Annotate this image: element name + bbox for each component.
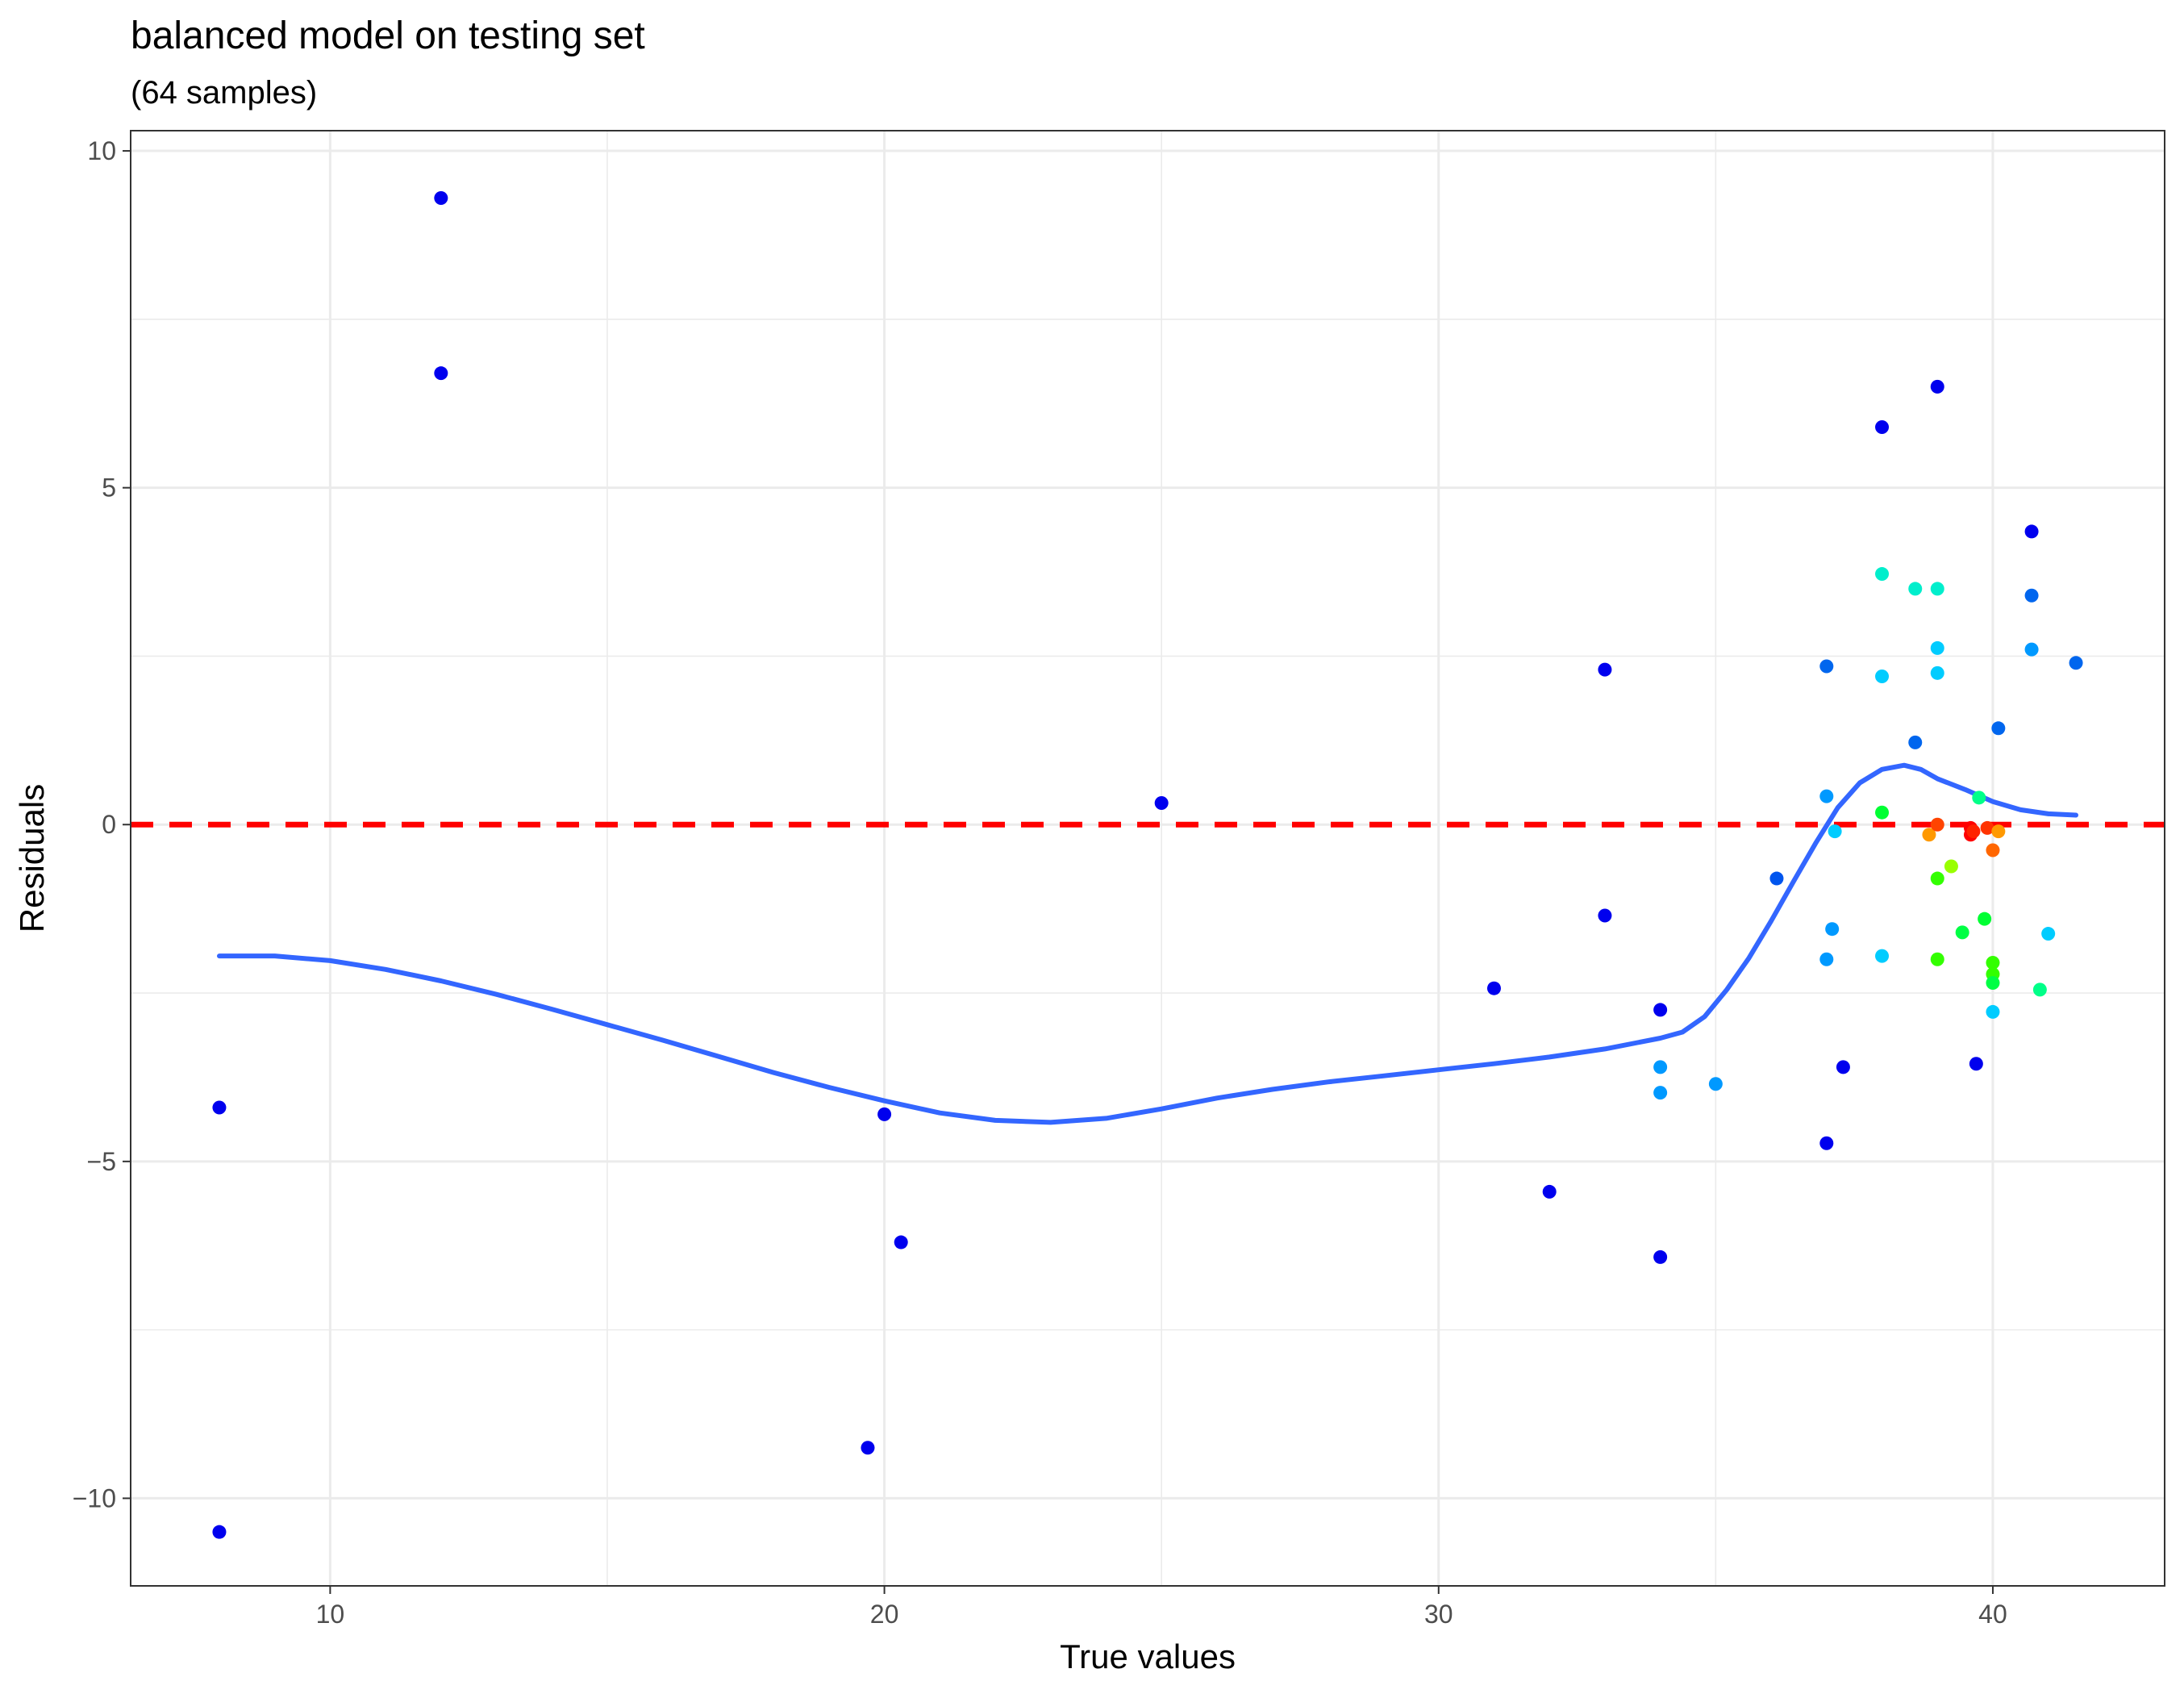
y-tick-label: −5 xyxy=(87,1147,116,1176)
data-point xyxy=(1930,871,1944,886)
data-point xyxy=(1930,817,1944,832)
data-point xyxy=(1955,925,1969,940)
data-point xyxy=(2032,983,2047,997)
data-point xyxy=(1944,859,1958,874)
y-axis-label: Residuals xyxy=(13,784,51,932)
data-point xyxy=(434,191,448,206)
data-point xyxy=(1653,1003,1668,1017)
data-point xyxy=(1966,824,1981,839)
data-point xyxy=(1708,1077,1723,1091)
data-point xyxy=(1825,922,1840,937)
data-point xyxy=(1875,567,1890,582)
grid xyxy=(131,131,2165,1586)
data-point xyxy=(1819,1136,1834,1150)
y-tick-label: −10 xyxy=(73,1483,116,1512)
data-point xyxy=(1542,1184,1557,1199)
data-point xyxy=(1769,871,1784,886)
data-point xyxy=(2024,642,2039,657)
data-point xyxy=(1986,955,2000,970)
chart-title: balanced model on testing set xyxy=(131,15,645,57)
data-point xyxy=(1930,665,1944,680)
data-point xyxy=(1930,640,1944,655)
data-point xyxy=(1930,379,1944,394)
data-point xyxy=(2024,588,2039,603)
data-point xyxy=(1819,789,1834,803)
x-tick-label: 10 xyxy=(316,1600,345,1629)
data-point xyxy=(1154,796,1169,811)
y-tick-label: 5 xyxy=(102,474,116,503)
data-point xyxy=(1922,828,1936,842)
data-point xyxy=(1930,952,1944,966)
x-tick-label: 30 xyxy=(1424,1600,1453,1629)
data-point xyxy=(1991,721,2006,736)
data-point xyxy=(1980,820,1994,835)
data-point xyxy=(1653,1086,1668,1100)
data-point xyxy=(1908,735,1923,749)
x-tick-label: 40 xyxy=(1978,1600,2007,1629)
data-point xyxy=(1598,908,1612,923)
plot-border xyxy=(130,130,2165,1587)
data-point xyxy=(1875,949,1890,963)
data-point xyxy=(1653,1250,1668,1264)
data-point xyxy=(1828,824,1842,839)
data-point xyxy=(1875,419,1890,434)
plot-panel xyxy=(131,131,2165,1586)
data-point xyxy=(1972,791,1986,805)
data-point xyxy=(894,1235,908,1250)
data-point xyxy=(212,1525,227,1539)
y-tick-label: 10 xyxy=(87,136,116,165)
data-point xyxy=(1986,843,2000,857)
data-point xyxy=(434,366,448,381)
data-point xyxy=(2024,524,2039,539)
data-point xyxy=(1875,670,1890,683)
chart-subtitle: (64 samples) xyxy=(131,75,317,111)
x-tick-label: 20 xyxy=(870,1600,899,1629)
smooth-curve-group xyxy=(217,762,2078,1125)
data-point xyxy=(1819,952,1834,966)
x-axis: 10 20 30 40 xyxy=(316,1586,2007,1629)
data-point xyxy=(1598,662,1612,677)
data-point xyxy=(1819,659,1834,674)
data-point xyxy=(1969,1057,1983,1071)
data-point xyxy=(1986,1004,2000,1019)
data-point xyxy=(877,1107,892,1121)
data-point xyxy=(1486,981,1501,995)
data-point xyxy=(2069,656,2083,670)
y-axis: −10 −5 0 5 10 xyxy=(73,136,131,1512)
data-point xyxy=(1991,824,2006,839)
data-point xyxy=(861,1441,875,1455)
data-point xyxy=(1908,582,1923,596)
y-tick-label: 0 xyxy=(102,810,116,839)
data-point xyxy=(212,1100,227,1115)
data-point xyxy=(1875,805,1890,820)
data-point xyxy=(1930,582,1944,596)
smooth-trend-line xyxy=(217,762,2078,1125)
data-point xyxy=(1978,912,1992,926)
data-point xyxy=(1836,1060,1850,1074)
data-point xyxy=(1986,976,2000,991)
points-group xyxy=(212,191,2083,1539)
data-point xyxy=(1653,1060,1668,1074)
x-axis-label: True values xyxy=(1060,1638,1236,1675)
data-point xyxy=(2041,927,2056,941)
